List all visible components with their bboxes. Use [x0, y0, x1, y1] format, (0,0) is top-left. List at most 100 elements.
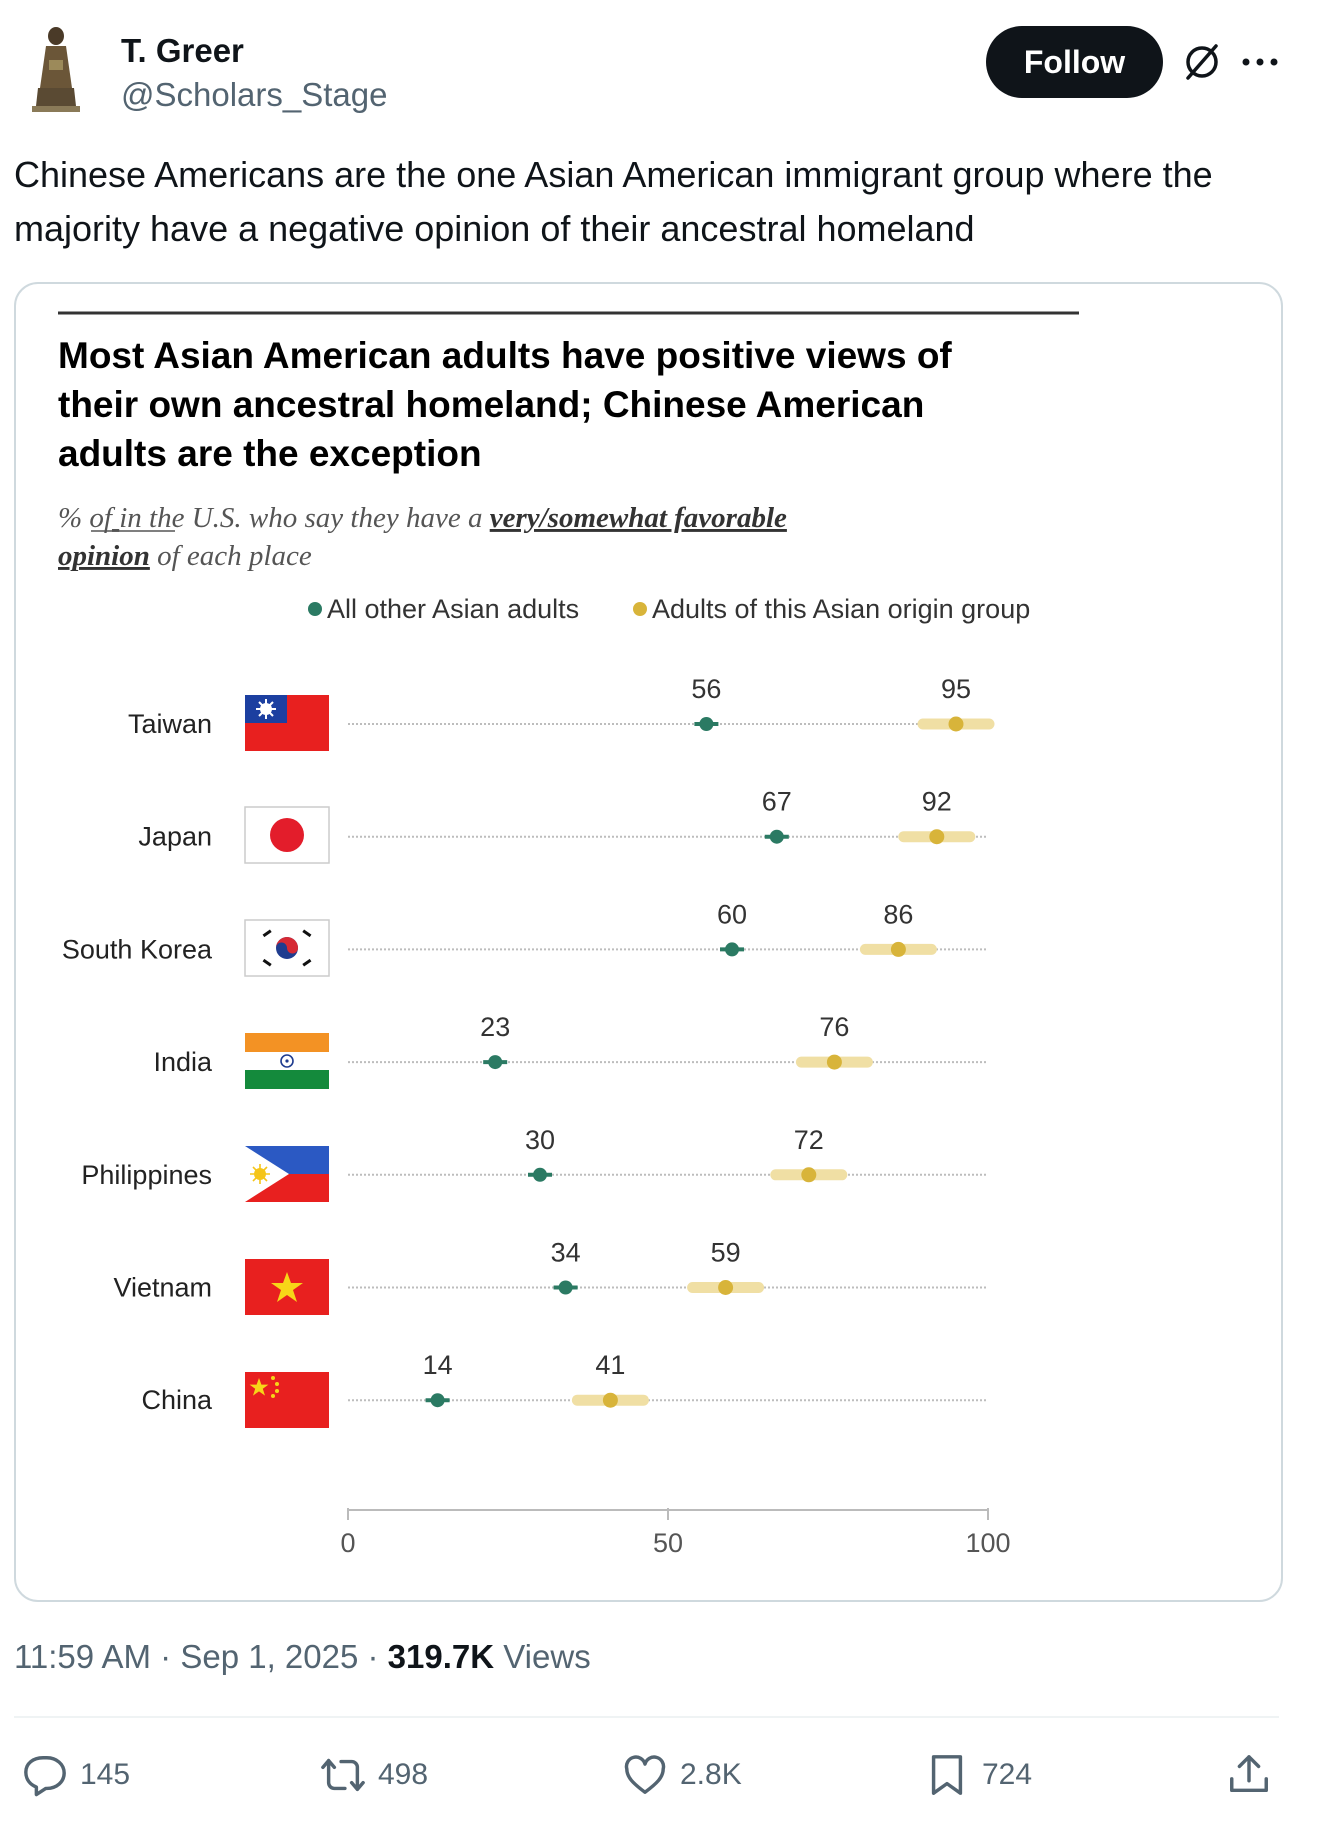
x-tick-label-0: 0	[340, 1528, 355, 1558]
follow-button[interactable]: Follow	[986, 26, 1163, 98]
tweet-time[interactable]: 11:59 AM	[14, 1638, 151, 1675]
country-label-china: China	[141, 1385, 213, 1415]
meta-separator-1: ·	[160, 1638, 172, 1675]
philippines-flag-icon	[245, 1146, 329, 1202]
row-india: India 23 76	[153, 1012, 988, 1077]
dot-origin-vietnam	[718, 1280, 734, 1295]
heart-icon	[624, 1755, 666, 1794]
row-taiwan: Taiwan 56 95	[128, 674, 995, 739]
dot-other-vietnam	[558, 1280, 573, 1295]
dot-origin-china	[602, 1392, 618, 1408]
row-south-korea: South Korea 60 86	[62, 899, 988, 964]
dot-other-japan	[769, 829, 784, 844]
value-label-origin-india: 76	[819, 1012, 849, 1042]
row-vietnam: Vietnam 34 59	[113, 1238, 988, 1303]
legend-dot-origin	[633, 602, 647, 616]
bookmark-button[interactable]: 724	[924, 1740, 1032, 1810]
author-handle[interactable]: @Scholars_Stage	[121, 76, 388, 113]
value-label-other-japan: 67	[762, 787, 792, 817]
chart-rows: Taiwan 56 95 Japan 67 92 South Korea 60 86 India 2…	[62, 674, 995, 1415]
subtitle-emph-1: very/somewhat favorable	[490, 502, 787, 534]
chart-title: Most Asian American adults have positive…	[58, 335, 962, 474]
x-tick-label-100: 100	[965, 1528, 1010, 1558]
bookmark-count: 724	[982, 1758, 1033, 1791]
dot-origin-japan	[929, 829, 945, 845]
bookmark-icon	[931, 1755, 963, 1795]
value-label-other-south-korea: 60	[717, 899, 747, 929]
dot-other-philippines	[533, 1167, 547, 1182]
chart-subtitle-line-2: opinion of each place	[58, 540, 312, 572]
repost-icon	[321, 1758, 365, 1792]
value-label-origin-taiwan: 95	[941, 674, 971, 704]
dot-other-china	[430, 1393, 445, 1408]
repost-button[interactable]: 498	[320, 1740, 428, 1810]
x-tick-label-50: 50	[653, 1528, 683, 1558]
divider	[14, 1716, 1279, 1718]
country-label-india: India	[153, 1047, 213, 1077]
tweet-header: T. Greer @Scholars_Stage Follow	[0, 0, 1317, 130]
value-label-origin-china: 41	[595, 1350, 625, 1380]
subtitle-emph-2: opinion	[58, 540, 150, 572]
avatar[interactable]	[16, 18, 96, 118]
chart-title-line-2: their own ancestral homeland; Chinese Am…	[58, 384, 924, 425]
subtitle-pre: % of	[58, 502, 116, 534]
author-name[interactable]: T. Greer	[121, 32, 244, 69]
tweet-date[interactable]: Sep 1, 2025	[180, 1638, 359, 1675]
legend-dot-other	[308, 602, 322, 616]
value-label-other-taiwan: 56	[691, 674, 721, 704]
value-label-other-philippines: 30	[525, 1125, 555, 1155]
value-label-origin-philippines: 72	[794, 1125, 824, 1155]
share-icon	[1230, 1755, 1268, 1793]
dot-other-taiwan	[699, 717, 714, 731]
legend-label-other: All other Asian adults	[327, 594, 579, 624]
chart-subtitle-line-1: % of in the U.S. who say they have a ver…	[58, 502, 787, 534]
views-label: Views	[503, 1638, 591, 1675]
legend: All other Asian adults Adults of this As…	[308, 594, 1030, 624]
views-count: 319.7K	[387, 1638, 495, 1675]
reply-count: 145	[80, 1758, 131, 1791]
india-flag-icon	[245, 1033, 329, 1089]
tweet-meta: 11:59 AM · Sep 1, 2025 · 319.7K Views	[14, 1638, 591, 1676]
row-china: China 14 41	[141, 1350, 988, 1415]
japan-flag-icon	[244, 806, 330, 864]
dot-other-south-korea	[725, 942, 739, 957]
value-label-origin-japan: 92	[922, 787, 952, 817]
share-button[interactable]	[1226, 1740, 1284, 1810]
value-label-other-india: 23	[480, 1012, 510, 1042]
repost-count: 498	[378, 1758, 429, 1791]
taiwan-flag-icon	[245, 695, 329, 751]
dot-origin-south-korea	[890, 941, 906, 957]
dot-origin-taiwan	[948, 716, 964, 732]
meta-separator-2: ·	[367, 1638, 379, 1675]
value-label-origin-south-korea: 86	[883, 899, 913, 929]
country-label-taiwan: Taiwan	[128, 709, 212, 739]
tweet-text: Chinese Americans are the one Asian Amer…	[14, 154, 1213, 249]
row-philippines: Philippines 30 72	[81, 1125, 988, 1190]
south-korea-flag-icon	[244, 919, 330, 977]
country-label-japan: Japan	[138, 822, 212, 852]
country-label-vietnam: Vietnam	[113, 1273, 212, 1303]
reply-button[interactable]: 145	[22, 1740, 130, 1810]
subtitle-post: of each place	[150, 540, 312, 572]
more-options-icon[interactable]	[1238, 40, 1282, 84]
like-button[interactable]: 2.8K	[622, 1740, 742, 1810]
chart-title-line-1: Most Asian American adults have positive…	[58, 335, 952, 376]
chart-image-card[interactable]: Most Asian American adults have positive…	[14, 282, 1283, 1602]
grok-icon[interactable]	[1180, 40, 1224, 84]
like-count: 2.8K	[680, 1758, 742, 1791]
value-label-other-vietnam: 34	[551, 1238, 581, 1268]
china-flag-icon	[245, 1372, 329, 1428]
chart-title-line-3: adults are the exception	[58, 433, 482, 474]
row-japan: Japan 67 92	[138, 787, 988, 852]
subtitle-blank	[112, 502, 119, 534]
value-label-other-china: 14	[423, 1350, 453, 1380]
x-axis: 0 50 100	[340, 1508, 1011, 1558]
country-label-philippines: Philippines	[81, 1160, 212, 1190]
reply-icon	[24, 1756, 66, 1797]
dot-chart: Most Asian American adults have positive…	[58, 311, 1079, 1558]
flags	[244, 695, 330, 1428]
country-label-south-korea: South Korea	[62, 934, 213, 964]
subtitle-mid: in the U.S. who say they have a	[119, 502, 489, 534]
value-label-origin-vietnam: 59	[711, 1238, 741, 1268]
dot-origin-philippines	[801, 1167, 817, 1183]
